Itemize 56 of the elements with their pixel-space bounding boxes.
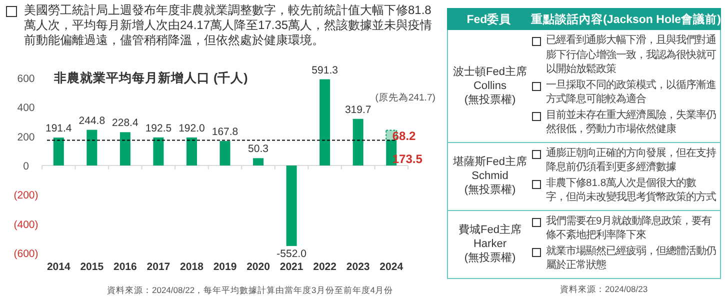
bar bbox=[253, 158, 264, 166]
text: 非農下修81.8萬人次是個很大的數字，但尚未改變我思考貨幣政策的方式 bbox=[546, 178, 716, 203]
bar bbox=[320, 79, 330, 166]
text: 我們需要在9月就啟動降息政策，要有條不紊地把利率降下來 bbox=[546, 216, 712, 241]
y-tick-label: (200) bbox=[14, 190, 38, 202]
category-label: 波士頓Fed主席 Collins (無投票權) bbox=[453, 66, 527, 106]
bar bbox=[186, 138, 197, 166]
data-label: 167.8 bbox=[212, 126, 238, 138]
data-label: -552.0 bbox=[276, 248, 307, 260]
x-tick-label: 2019 bbox=[213, 261, 237, 273]
text: 通膨正朝向正確的方向發展，但在支持降息前仍須看到更多經濟數據 bbox=[546, 148, 716, 173]
x-tick-label: 2023 bbox=[346, 261, 370, 273]
category-label: 費城Fed主席 Harker (無投票權) bbox=[458, 224, 522, 264]
data-label: 591.3 bbox=[312, 64, 338, 76]
bar bbox=[53, 138, 64, 166]
x-tick-label: 2014 bbox=[46, 261, 70, 273]
annotation: (原先為241.7) bbox=[375, 91, 436, 104]
category-label: Fed委員 bbox=[466, 12, 512, 26]
bar bbox=[352, 118, 364, 166]
bar bbox=[153, 137, 164, 166]
y-tick-label: 600 bbox=[17, 73, 35, 85]
y-tick-label: 400 bbox=[17, 102, 35, 114]
source-note: 資料來源：2024/08/23 bbox=[560, 284, 648, 296]
text: 一旦採取不同的政策模式，以循序漸進方式降息可能較為適合 bbox=[546, 80, 716, 105]
category-label: 堪薩斯Fed主席 Schmid (無投票權) bbox=[453, 156, 527, 196]
x-tick-label: 2017 bbox=[146, 261, 170, 273]
x-tick-label: 2021 bbox=[280, 261, 304, 273]
text: 就業市場顯然已經疲弱，但總體活動仍屬於正常狀態 bbox=[546, 246, 716, 271]
data-label: 319.7 bbox=[344, 104, 372, 116]
text: 已經看到通膨大幅下滑，且與我們對通膨下行信心增強一致，我認為很快就可以開始放鬆政策 bbox=[546, 35, 716, 75]
chart-subtitle: 美國勞工統計局上週發布年度非農就業調整數字，較先前統計值大幅下修81.8萬人次，平均每月新增人次由24.17萬人降至17.35萬人，然該數據並未與疫情前動能偏離過遠，儘管稍稍降溫，但依然處於健康環境。 bbox=[24, 3, 434, 48]
y-tick-label: 0 bbox=[23, 160, 30, 172]
data-label: 228.4 bbox=[112, 117, 138, 130]
x-tick-label: 2015 bbox=[80, 261, 104, 273]
y-tick-label: (600) bbox=[14, 248, 38, 260]
x-tick-label: 2022 bbox=[313, 261, 337, 273]
x-tick-label: 2018 bbox=[180, 261, 204, 273]
data-label: 192.5 bbox=[145, 122, 172, 134]
category-label: 重點談話內容(Jackson Hole會議前) bbox=[531, 12, 721, 26]
bar bbox=[220, 141, 230, 166]
y-tick-label: 200 bbox=[17, 131, 35, 144]
text: 目前並未存在重大經濟風險，失業率仍然很低，勞動力市場依然健康 bbox=[546, 110, 716, 135]
bar bbox=[286, 166, 297, 246]
chart-title: 非農就業平均每月新增人口 (千人) bbox=[53, 70, 248, 85]
bar bbox=[120, 132, 130, 166]
data-label: 50.3 bbox=[248, 143, 269, 156]
data-label: 192.0 bbox=[178, 122, 206, 134]
y-tick-label: (400) bbox=[14, 218, 38, 231]
x-tick-label: 2020 bbox=[246, 261, 270, 273]
source-note: 資料來源：2024/08/22，每年平均數據計算由當年度3月份至前年度4月份 bbox=[107, 285, 393, 295]
data-label: 68.2 bbox=[392, 129, 416, 144]
bar bbox=[86, 130, 98, 166]
x-tick-label: 2024 bbox=[380, 261, 404, 273]
data-label: 191.4 bbox=[45, 122, 72, 135]
x-tick-label: 2016 bbox=[114, 261, 138, 273]
data-label: 244.8 bbox=[78, 114, 106, 127]
